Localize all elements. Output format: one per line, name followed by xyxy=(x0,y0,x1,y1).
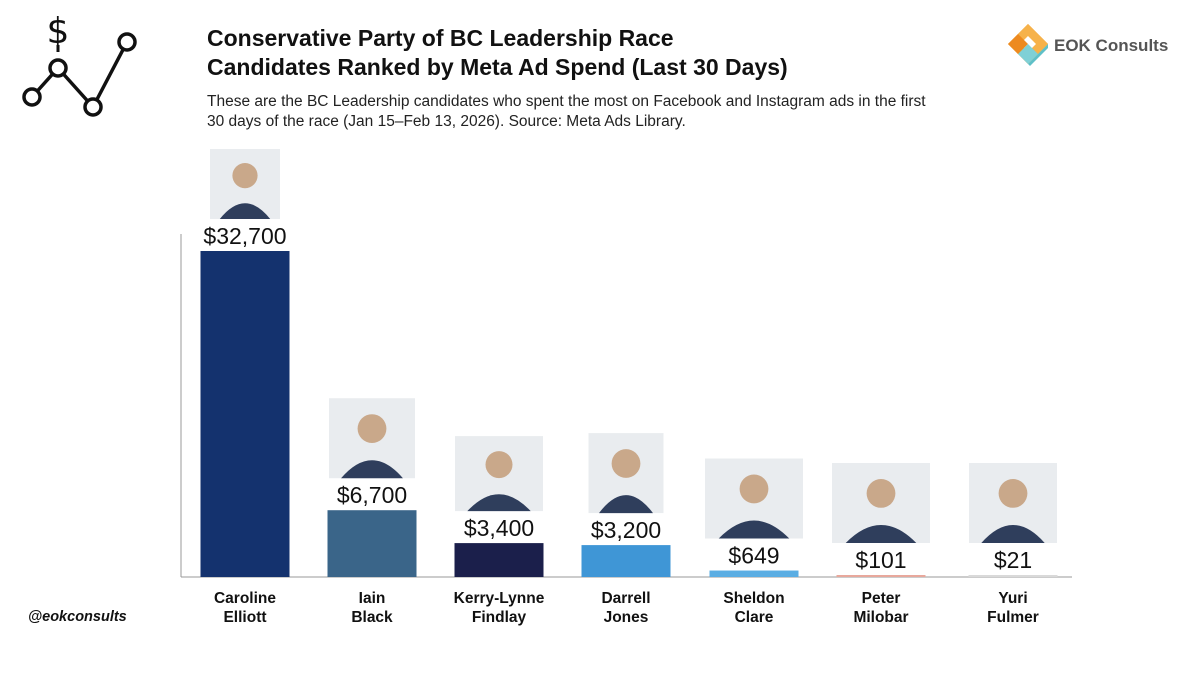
value-label-kerry: $3,400 xyxy=(464,515,534,541)
category-label-caroline-line2: Elliott xyxy=(223,609,266,626)
candidate-photo-yuri xyxy=(969,463,1057,543)
candidate-photo-sheldon xyxy=(705,458,803,539)
category-label-iain-line2: Black xyxy=(351,609,393,626)
category-label-kerry-line2: Findlay xyxy=(472,609,527,626)
social-handle: @eokconsults xyxy=(28,609,127,625)
value-label-darrell: $3,200 xyxy=(591,517,661,543)
page-title: Conservative Party of BC Leadership Race… xyxy=(207,24,788,82)
category-label-caroline-line1: Caroline xyxy=(214,590,276,607)
category-label-yuri-line1: Yuri xyxy=(998,590,1027,607)
value-label-iain: $6,700 xyxy=(337,482,407,508)
value-label-peter: $101 xyxy=(855,547,906,573)
bar-sheldon xyxy=(709,570,799,577)
candidate-photo-kerry xyxy=(455,436,543,512)
bar-darrell xyxy=(581,545,671,577)
subtitle: These are the BC Leadership candidates w… xyxy=(207,92,1007,132)
title-line-1: Conservative Party of BC Leadership Race xyxy=(207,25,674,51)
subtitle-line-2: 30 days of the race (Jan 15–Feb 13, 2026… xyxy=(207,113,686,130)
candidate-photo-caroline xyxy=(210,149,280,219)
value-label-sheldon: $649 xyxy=(728,543,779,569)
value-label-caroline: $32,700 xyxy=(203,223,286,249)
category-label-darrell-line1: Darrell xyxy=(601,590,650,607)
category-label-sheldon-line2: Clare xyxy=(735,609,774,626)
subtitle-line-1: These are the BC Leadership candidates w… xyxy=(207,93,926,110)
category-label-sheldon-line1: Sheldon xyxy=(723,590,784,607)
bar-kerry xyxy=(454,543,544,577)
eok-diamond-icon xyxy=(1008,24,1048,66)
brand-logo: EOK Consults xyxy=(1006,22,1186,68)
candidate-photo-darrell xyxy=(588,433,664,514)
bar-iain xyxy=(327,510,417,577)
bar-yuri xyxy=(968,575,1058,577)
value-label-yuri: $21 xyxy=(994,547,1032,573)
chart-dollar-logo-icon: $ xyxy=(22,11,137,117)
brand-name: EOK Consults xyxy=(1054,36,1169,55)
category-label-kerry-line1: Kerry-Lynne xyxy=(454,590,545,607)
bar-caroline xyxy=(200,251,290,577)
category-label-peter-line1: Peter xyxy=(862,590,901,607)
category-label-iain-line1: Iain xyxy=(359,590,386,607)
candidate-photo-peter xyxy=(832,463,930,543)
candidate-photo-iain xyxy=(329,398,415,479)
category-label-peter-line2: Milobar xyxy=(853,609,908,626)
category-label-darrell-line2: Jones xyxy=(604,609,649,626)
svg-text:$: $ xyxy=(47,11,70,52)
title-line-2: Candidates Ranked by Meta Ad Spend (Last… xyxy=(207,54,788,80)
bar-peter xyxy=(836,575,926,577)
category-label-yuri-line2: Fulmer xyxy=(987,609,1039,626)
